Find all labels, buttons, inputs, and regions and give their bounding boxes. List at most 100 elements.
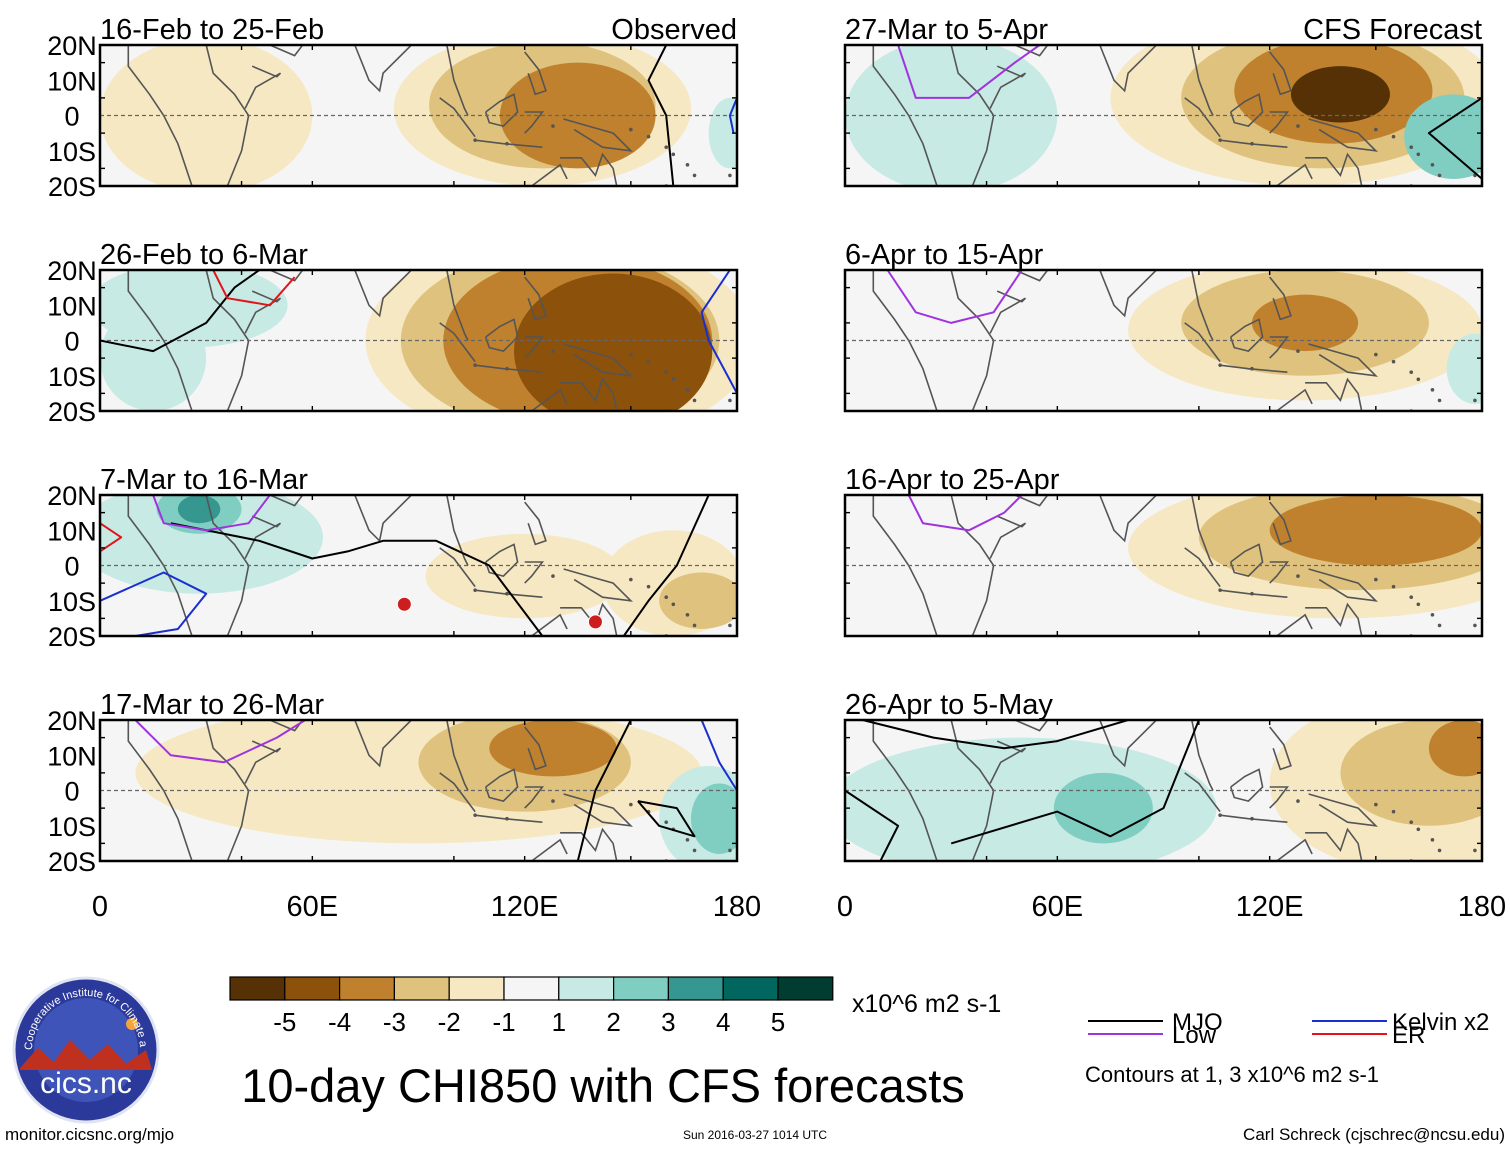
lat-tick-label: 20S: [48, 397, 96, 427]
coastline: [531, 838, 568, 861]
lon-tick-label: 180: [713, 891, 761, 923]
kelvin-contour: [100, 571, 208, 636]
coastline: [1308, 343, 1379, 377]
lat-tick-label: 10S: [48, 587, 96, 617]
coastline: [439, 547, 476, 588]
island: [505, 366, 509, 371]
minor-ticks: [99, 45, 738, 186]
coastline: [1269, 336, 1290, 359]
island: [664, 595, 669, 600]
coastline: [989, 290, 1027, 334]
coastline: [484, 768, 519, 802]
minor-ticks: [844, 720, 1483, 861]
coastline: [1269, 561, 1290, 584]
minor-ticks: [844, 45, 1483, 186]
legend-note: Contours at 1, 3 x10^6 m2 s-1: [1085, 1062, 1379, 1087]
panel-period: 7-Mar to 16-Mar: [100, 464, 308, 496]
coastline: [354, 720, 412, 768]
coastline: [524, 336, 545, 359]
island: [646, 134, 651, 139]
anomaly-region: [100, 305, 207, 411]
coastline: [531, 388, 568, 411]
coastlines: [872, 270, 1477, 411]
island: [1250, 816, 1254, 821]
coastline: [563, 118, 634, 152]
coastline: [244, 290, 282, 334]
logo-label: cics.nc: [40, 1067, 132, 1100]
colorbar-tick-label: 2: [606, 1007, 620, 1037]
anomaly-region: [1340, 720, 1482, 826]
coastline: [560, 377, 618, 411]
coastline: [205, 495, 250, 636]
island: [473, 363, 477, 367]
coastline: [1269, 726, 1292, 771]
island: [692, 848, 697, 853]
mjo-contour: [170, 522, 544, 636]
coastlines: [127, 270, 732, 411]
coastline: [563, 568, 634, 602]
island: [692, 398, 697, 403]
island: [685, 613, 690, 617]
coastline: [560, 827, 618, 861]
panel-frame: [843, 268, 1484, 413]
minor-ticks: [844, 495, 1483, 636]
coastlines: [872, 495, 1477, 636]
lat-tick-label: 0: [64, 777, 79, 807]
coastline: [1269, 786, 1290, 809]
island: [1430, 838, 1435, 842]
island: [646, 584, 651, 589]
coastline: [524, 726, 547, 771]
lat-tick-label: 0: [64, 552, 79, 582]
minor-ticks: [844, 270, 1483, 411]
coastline: [1308, 118, 1379, 152]
island: [685, 838, 690, 842]
coastline: [524, 501, 547, 546]
lon-tick-label: 0: [92, 891, 108, 923]
coastline: [563, 343, 634, 377]
mjo-contour: [950, 720, 1200, 845]
low-contour: [134, 720, 306, 764]
low-contour: [886, 270, 1023, 324]
island: [505, 816, 509, 821]
coastline: [524, 51, 547, 96]
island: [1250, 591, 1254, 596]
coastline: [950, 720, 995, 861]
mjo-contour: [637, 800, 696, 838]
panel-period: 26-Feb to 6-Mar: [100, 239, 308, 271]
island: [1218, 363, 1222, 367]
panel-grid: 16-Feb to 25-Feb Observed20N10N010S20S26-…: [47, 14, 1506, 923]
kelvin-contour: [700, 270, 737, 394]
wave-contours: [100, 270, 737, 394]
coastline: [1276, 838, 1313, 861]
wave-contours: [886, 270, 1023, 324]
anomaly-region: [489, 720, 617, 777]
anomaly-region: [425, 533, 624, 619]
footer-author: Carl Schreck (cjschrec@ncsu.edu): [1243, 1125, 1505, 1144]
island: [728, 848, 732, 853]
coastline: [244, 65, 282, 109]
island: [551, 124, 555, 128]
coastline: [563, 793, 634, 827]
anomaly-region: [1290, 66, 1390, 123]
island: [664, 370, 669, 375]
minor-ticks: [99, 270, 738, 411]
er-contour: [212, 270, 296, 307]
panel-period: 16-Feb to 25-Feb: [100, 14, 324, 46]
coastline: [1220, 589, 1288, 598]
coastline: [484, 318, 519, 352]
coastline: [1229, 543, 1264, 577]
coastline: [1276, 388, 1313, 411]
coastline: [244, 515, 282, 559]
coastline: [127, 270, 193, 411]
coastline: [244, 740, 282, 784]
panel-period: 16-Apr to 25-Apr: [845, 464, 1060, 496]
coastline: [531, 163, 568, 186]
lat-tick-label: 20N: [47, 256, 97, 286]
island: [1391, 584, 1396, 589]
mjo-contour: [100, 270, 260, 353]
island: [1430, 613, 1435, 617]
colorbar-tick-label: -3: [383, 1007, 406, 1037]
anomaly-fill: [100, 270, 737, 411]
colorbar-bin: [558, 976, 615, 1001]
